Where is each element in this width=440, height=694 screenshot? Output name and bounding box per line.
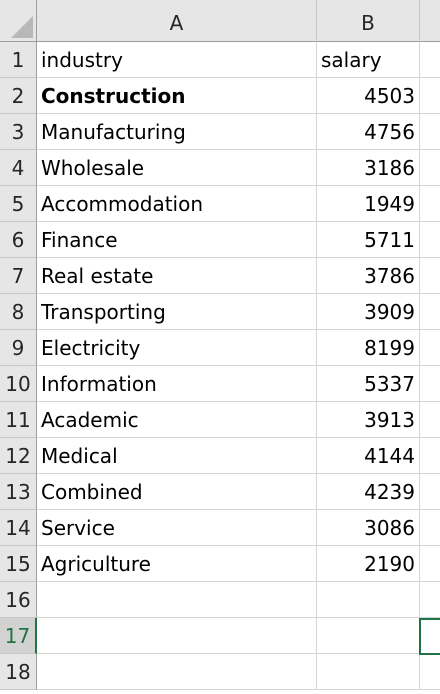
row-header[interactable]: 10 — [0, 366, 37, 402]
row-header[interactable]: 18 — [0, 654, 37, 690]
cell-a[interactable]: Wholesale — [37, 150, 317, 186]
cell-b[interactable]: 5337 — [317, 366, 420, 402]
cell-a[interactable]: Agriculture — [37, 546, 317, 582]
cell-b[interactable]: 5711 — [317, 222, 420, 258]
cell-b[interactable]: salary — [317, 42, 420, 78]
cell-a[interactable] — [37, 582, 317, 618]
row-header[interactable]: 2 — [0, 78, 37, 114]
table-row: 3 Manufacturing 4756 — [0, 114, 440, 150]
cell-c[interactable] — [420, 330, 440, 366]
column-header-b[interactable]: B — [317, 0, 420, 42]
cell-b[interactable] — [317, 654, 420, 690]
cell-c[interactable] — [420, 186, 440, 222]
row-header[interactable]: 15 — [0, 546, 37, 582]
cell-b[interactable]: 3909 — [317, 294, 420, 330]
table-row: 15 Agriculture 2190 — [0, 546, 440, 582]
cell-b[interactable]: 3786 — [317, 258, 420, 294]
cell-c[interactable] — [420, 258, 440, 294]
table-row: 1 industry salary — [0, 42, 440, 78]
column-header-c[interactable] — [420, 0, 440, 42]
cell-c[interactable] — [420, 402, 440, 438]
cell-c[interactable] — [420, 78, 440, 114]
row-header[interactable]: 9 — [0, 330, 37, 366]
cell-b[interactable] — [317, 618, 420, 654]
cell-a[interactable] — [37, 654, 317, 690]
table-row: 9 Electricity 8199 — [0, 330, 440, 366]
cell-c[interactable] — [420, 582, 440, 618]
cell-a[interactable] — [37, 618, 317, 654]
table-row: 6 Finance 5711 — [0, 222, 440, 258]
cell-c[interactable] — [420, 438, 440, 474]
cell-a[interactable]: Manufacturing — [37, 114, 317, 150]
cell-b[interactable]: 3913 — [317, 402, 420, 438]
cell-b[interactable]: 2190 — [317, 546, 420, 582]
cell-b[interactable]: 4503 — [317, 78, 420, 114]
row-header[interactable]: 4 — [0, 150, 37, 186]
select-all-corner[interactable] — [0, 0, 37, 42]
table-row: 4 Wholesale 3186 — [0, 150, 440, 186]
cell-a[interactable]: Transporting — [37, 294, 317, 330]
cell-a[interactable]: Finance — [37, 222, 317, 258]
cell-c[interactable] — [420, 654, 440, 690]
row-header[interactable]: 14 — [0, 510, 37, 546]
cell-a[interactable]: Medical — [37, 438, 317, 474]
table-row: 2 Construction 4503 — [0, 78, 440, 114]
table-row: 14 Service 3086 — [0, 510, 440, 546]
row-header[interactable]: 5 — [0, 186, 37, 222]
table-row: 7 Real estate 3786 — [0, 258, 440, 294]
selected-cell-outline — [419, 618, 440, 655]
row-header[interactable]: 1 — [0, 42, 37, 78]
table-row: 10 Information 5337 — [0, 366, 440, 402]
cell-c[interactable] — [420, 366, 440, 402]
row-header[interactable]: 7 — [0, 258, 37, 294]
cell-a[interactable]: Construction — [37, 78, 317, 114]
cell-b[interactable]: 3186 — [317, 150, 420, 186]
table-row: 12 Medical 4144 — [0, 438, 440, 474]
cell-c[interactable] — [420, 42, 440, 78]
row-header[interactable]: 11 — [0, 402, 37, 438]
cell-c[interactable] — [420, 474, 440, 510]
cell-a[interactable]: Information — [37, 366, 317, 402]
row-header[interactable]: 6 — [0, 222, 37, 258]
cell-a[interactable]: industry — [37, 42, 317, 78]
cell-a[interactable]: Service — [37, 510, 317, 546]
cell-b[interactable]: 4239 — [317, 474, 420, 510]
cell-b[interactable]: 4144 — [317, 438, 420, 474]
cell-a[interactable]: Real estate — [37, 258, 317, 294]
select-all-triangle-icon — [11, 16, 33, 38]
cell-c[interactable] — [420, 222, 440, 258]
cell-a[interactable]: Combined — [37, 474, 317, 510]
table-row: 11 Academic 3913 — [0, 402, 440, 438]
table-row: 8 Transporting 3909 — [0, 294, 440, 330]
cell-c[interactable] — [420, 510, 440, 546]
table-row: 18 — [0, 654, 440, 690]
column-header-a[interactable]: A — [37, 0, 317, 42]
row-header[interactable]: 17 — [0, 618, 37, 654]
cell-c[interactable] — [420, 294, 440, 330]
cell-c[interactable] — [420, 546, 440, 582]
row-header[interactable]: 8 — [0, 294, 37, 330]
cell-a[interactable]: Accommodation — [37, 186, 317, 222]
table-row: 5 Accommodation 1949 — [0, 186, 440, 222]
cell-a[interactable]: Academic — [37, 402, 317, 438]
table-row: 16 — [0, 582, 440, 618]
cell-b[interactable] — [317, 582, 420, 618]
cell-c[interactable] — [420, 114, 440, 150]
cell-a[interactable]: Electricity — [37, 330, 317, 366]
cell-b[interactable]: 4756 — [317, 114, 420, 150]
cell-b[interactable]: 3086 — [317, 510, 420, 546]
row-header[interactable]: 3 — [0, 114, 37, 150]
row-header[interactable]: 13 — [0, 474, 37, 510]
table-row: 17 — [0, 618, 440, 654]
row-header[interactable]: 12 — [0, 438, 37, 474]
cell-c[interactable] — [420, 150, 440, 186]
cell-b[interactable]: 1949 — [317, 186, 420, 222]
row-header[interactable]: 16 — [0, 582, 37, 618]
table-row: 13 Combined 4239 — [0, 474, 440, 510]
cell-b[interactable]: 8199 — [317, 330, 420, 366]
